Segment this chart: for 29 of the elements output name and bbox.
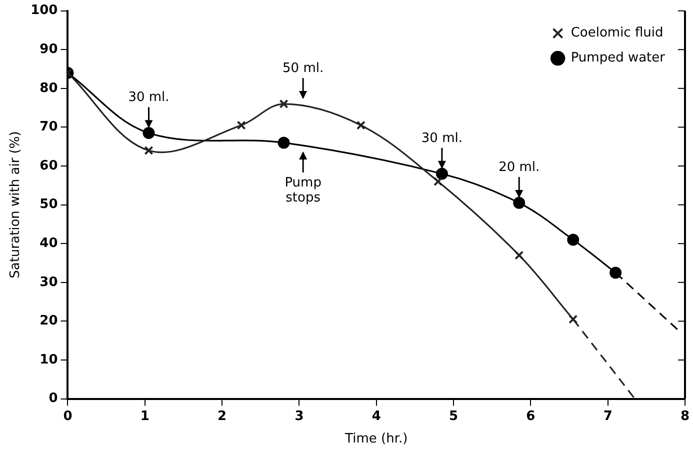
annotation: 30 ml. [128, 90, 170, 106]
annotation: 30 ml. [421, 130, 462, 146]
legend-label: Coelomic fluid [570, 26, 664, 41]
y-tick-label: 90 [40, 42, 58, 57]
y-axis-title: Saturation with air (%) [8, 131, 24, 278]
y-tick-label: 10 [40, 352, 58, 368]
x-axis-title: Time (hr.) [344, 432, 408, 447]
y-tick-label: 20 [40, 314, 58, 329]
x-tick-label: 6 [526, 408, 536, 424]
x-tick-label: 1 [140, 408, 150, 424]
x-tick-label: 5 [449, 408, 458, 424]
y-tick-label: 50 [40, 197, 58, 212]
x-tick-label: 7 [603, 408, 612, 424]
annotation: Pump stops [284, 175, 322, 206]
y-tick-label: 100 [30, 3, 58, 18]
x-tick-label: 2 [218, 408, 227, 424]
x-tick-label: 3 [294, 408, 304, 424]
legend-label: Pumped water [570, 50, 666, 66]
y-tick-label: 40 [40, 236, 58, 251]
y-tick-label: 30 [40, 274, 58, 290]
y-tick-label: 0 [48, 391, 58, 406]
x-tick-label: 0 [63, 408, 72, 424]
annotation: 50 ml. [282, 60, 324, 76]
annotation: 20 ml. [498, 160, 540, 175]
y-tick-label: 60 [40, 158, 58, 174]
y-tick-label: 80 [40, 80, 58, 96]
x-tick-label: 4 [372, 408, 381, 424]
x-tick-label: 8 [680, 408, 690, 424]
y-tick-label: 70 [40, 120, 58, 135]
